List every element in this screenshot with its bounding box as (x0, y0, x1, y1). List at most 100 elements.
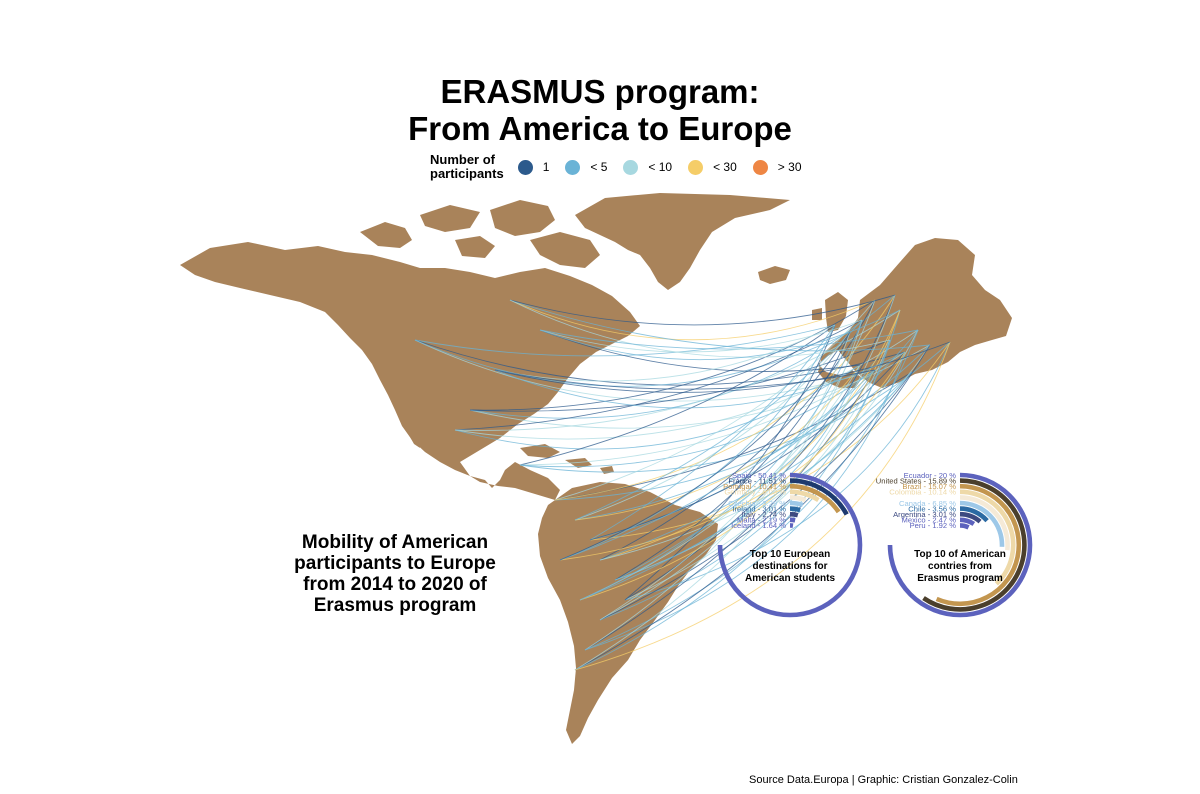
radial-charts: Spain - 50.41 %France - 11.51 %Portugal … (717, 471, 1033, 618)
flow-arc (539, 319, 863, 353)
land-masses (180, 193, 1012, 744)
flow-arc (539, 329, 919, 350)
subtitle-line-4: Erasmus program (313, 595, 477, 616)
ring-bar-brazil (935, 483, 1022, 607)
baja-california (392, 395, 420, 448)
flow-arc (494, 324, 836, 382)
flow-arc (509, 294, 896, 326)
flow-arc (599, 309, 901, 561)
ring-bar-argentina (959, 511, 982, 524)
ring-label-argentina: Argentina - 3.01 % (893, 510, 956, 519)
legend-label-5: > 30 (777, 160, 802, 174)
ring-label-peru: Peru - 1.92 % (910, 521, 957, 530)
flow-arc (614, 369, 876, 581)
legend-title-line-1: Number of (430, 152, 495, 167)
ring-label-italy: Italy - 2.74 % (742, 510, 787, 519)
canadian-arctic-islands (360, 200, 600, 268)
flow-arc (624, 341, 951, 601)
flow-arc (539, 309, 901, 361)
flow-arc (579, 319, 863, 601)
flow-arc (574, 341, 951, 671)
legend-title-line-2: participants (430, 166, 504, 181)
ring-label-france: France - 11.51 % (728, 476, 786, 485)
flow-lines (414, 294, 951, 671)
europe-landmass (818, 238, 1012, 388)
flow-arc (519, 341, 951, 473)
ring-label-spain: Spain - 50.41 % (732, 471, 786, 480)
greenland-landmass (575, 193, 790, 290)
flow-arc (559, 324, 836, 561)
ring-bar-italy (789, 511, 799, 518)
legend-item-1: 1 (517, 159, 550, 175)
flow-arc (559, 369, 876, 561)
radial-chart-title-line: American students (745, 573, 835, 584)
flow-arc (574, 331, 851, 521)
flow-arc (554, 299, 876, 501)
ring-bar-france (789, 478, 849, 516)
radial-chart-title-line: destinations for (752, 561, 827, 572)
ring-bar-united-states (922, 478, 1027, 612)
ring-bar-malta (789, 517, 796, 523)
flow-arc (414, 331, 851, 387)
flow-arc (559, 351, 906, 561)
legend-label-2: < 5 (590, 160, 608, 174)
ring-label-czechia: Czechia - 3.29 % (728, 499, 786, 508)
legend-item-3: < 10 (623, 159, 673, 175)
ring-bar-ireland (789, 506, 801, 513)
flow-arc (469, 299, 876, 411)
ring-bar-portugal (789, 483, 841, 514)
ring-bar-chile (959, 506, 989, 523)
title-line-2: From America to Europe (408, 110, 792, 147)
map-subtitle: Mobility of American participants to Eur… (290, 532, 500, 616)
legend-dot-5 (752, 159, 768, 175)
ring-label-mexico: Mexico - 2.47 % (902, 516, 957, 525)
flow-arc (494, 341, 951, 393)
flow-arc (559, 331, 851, 561)
title-line-1: ERASMUS program: (440, 73, 760, 110)
legend-item-5: > 30 (752, 159, 802, 175)
flow-arc (584, 331, 851, 651)
iceland (758, 266, 790, 284)
radial-chart-title-line: Top 10 European (750, 549, 830, 560)
subtitle-line-2: participants to Europe (294, 553, 496, 574)
flow-arc (494, 351, 906, 409)
flow-arc (599, 309, 901, 621)
legend-dot-2 (565, 159, 581, 175)
flow-arc (589, 339, 891, 541)
flow-arc (509, 299, 891, 358)
ring-label-colombia: Colombia - 10.14 % (889, 488, 956, 497)
ring-bar-mexico (959, 517, 976, 526)
flow-arc (414, 339, 876, 402)
flow-arc (494, 369, 876, 390)
ring-bar-germany (789, 489, 820, 503)
legend-item-2: < 5 (565, 159, 608, 175)
flow-arc (599, 299, 876, 561)
radial-chart-title-line: Erasmus program (917, 573, 1003, 584)
subtitle-line-3: from 2014 to 2020 of (303, 574, 487, 595)
ring-bar-uruguay (959, 495, 1010, 551)
flow-arc (624, 339, 891, 601)
flow-arc (584, 351, 906, 651)
flow-arc (454, 329, 919, 440)
legend-label-4: < 30 (713, 160, 737, 174)
ring-label-ireland: Ireland - 3.01 % (732, 504, 786, 513)
ring-bar-colombia (959, 489, 1016, 586)
ring-label-germany: Germany - 6.03 % (724, 488, 786, 497)
flow-arc (584, 369, 876, 651)
legend-dot-1 (517, 159, 533, 175)
legend-label-1: 1 (542, 160, 550, 174)
chart-title: ERASMUS program: From America to Europe (300, 73, 900, 147)
flow-arc (574, 294, 896, 671)
flow-arc (454, 319, 863, 431)
radial-chart-title-line: contries from (928, 561, 992, 572)
legend-title: Number of participants (430, 153, 504, 181)
legend-label-3: < 10 (648, 160, 673, 174)
radial-chart-1: Spain - 50.41 %France - 11.51 %Portugal … (717, 471, 863, 618)
ring-bar-czechia (789, 500, 804, 508)
ring-bar-spain (717, 472, 863, 618)
legend-dot-3 (623, 159, 639, 175)
ring-label-canada: Canada - 6.85 % (899, 499, 956, 508)
flow-arc (614, 364, 861, 581)
flow-arc (509, 299, 876, 341)
